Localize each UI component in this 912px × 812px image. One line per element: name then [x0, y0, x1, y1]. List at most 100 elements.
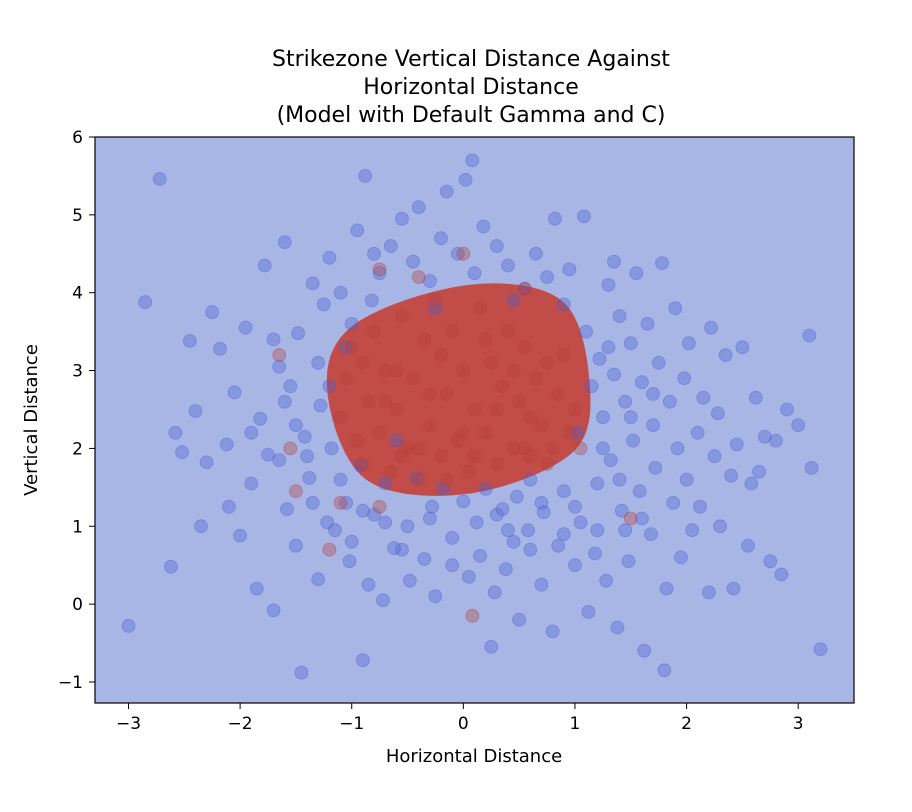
ball-point [618, 523, 633, 538]
ball-point [261, 447, 275, 462]
ball-point [425, 499, 440, 514]
strike-point [495, 379, 510, 394]
ball-point [693, 499, 707, 514]
ball-point [534, 495, 549, 510]
ball-point [461, 570, 476, 584]
ball-point [674, 550, 688, 565]
ball-point [378, 515, 393, 530]
ball-point [422, 511, 437, 526]
strike-point [417, 332, 432, 347]
y-tick-label: 2 [72, 439, 83, 459]
ball-point [458, 172, 473, 187]
strike-point [573, 441, 588, 456]
ball-point [372, 266, 387, 281]
strike-point [445, 324, 460, 339]
strike-point [339, 371, 354, 386]
ball-point [409, 471, 424, 485]
ball-point [288, 418, 303, 433]
ball-point [473, 549, 488, 563]
ball-point [253, 411, 268, 426]
strike-point [551, 386, 566, 401]
ball-point [484, 640, 499, 654]
ball-point [685, 523, 700, 538]
ball-point [283, 379, 298, 394]
ball-point [506, 293, 521, 308]
ball-point [456, 494, 471, 509]
ball-point [573, 515, 588, 530]
ball-point [350, 223, 365, 238]
ball-point [489, 239, 504, 253]
ball-point [367, 507, 381, 522]
ball-point [402, 573, 417, 588]
ball-point [774, 567, 789, 582]
ball-point [244, 425, 259, 440]
ball-point [339, 340, 354, 355]
ball-point [523, 542, 538, 557]
strike-point [400, 441, 415, 456]
ball-point [635, 375, 649, 390]
ball-point [729, 437, 744, 452]
ball-point [328, 523, 342, 538]
ball-point [506, 534, 521, 549]
ball-point [523, 472, 538, 487]
strike-point [372, 262, 387, 277]
strike-point [623, 511, 638, 526]
ball-point [612, 472, 627, 487]
ball-point [277, 235, 292, 250]
ball-point [476, 219, 491, 234]
strike-point [523, 410, 538, 425]
ball-point [601, 340, 616, 355]
ball-point [311, 355, 326, 370]
ball-point [763, 554, 778, 569]
strike-point [434, 348, 448, 362]
ball-point [741, 538, 755, 553]
strike-point [378, 363, 393, 378]
ball-point [601, 277, 616, 292]
ball-point [607, 254, 621, 269]
strike-point [529, 371, 543, 386]
ball-point [364, 293, 379, 308]
chart-title-line-1: Strikezone Vertical Distance Against [272, 47, 670, 72]
y-tick-label: 6 [72, 128, 83, 148]
ball-point [355, 653, 370, 668]
ball-point [378, 476, 393, 491]
ball-point [681, 336, 696, 351]
ball-point [272, 359, 287, 374]
ball-point [556, 527, 571, 541]
ball-point [436, 481, 451, 496]
ball-point [568, 499, 582, 514]
ball-point [297, 429, 312, 444]
strike-point [473, 301, 488, 316]
ball-point [603, 453, 618, 468]
strike-point [534, 418, 549, 433]
strike-point [512, 394, 526, 409]
strike-point [439, 386, 454, 401]
ball-point [489, 507, 504, 522]
ball-point [646, 418, 660, 433]
strike-point [434, 449, 448, 464]
y-tick-label: 5 [72, 206, 83, 226]
strike-point [501, 324, 515, 339]
y-tick-label: 1 [72, 517, 83, 537]
ball-point [540, 270, 554, 285]
ball-point [702, 585, 716, 600]
ball-point [163, 559, 178, 574]
ball-point [668, 301, 683, 316]
ball-point [383, 239, 398, 253]
ball-point [621, 554, 636, 569]
ball-point [577, 209, 591, 224]
strike-point [411, 472, 426, 487]
ball-point [802, 328, 817, 343]
ball-point [422, 274, 437, 288]
strike-point [556, 348, 571, 362]
ball-point [710, 406, 725, 421]
ball-point [411, 200, 426, 215]
ball-point [659, 581, 674, 596]
chart-title-line-2: Horizontal Distance [363, 75, 579, 100]
ball-point [501, 258, 515, 273]
strike-point [344, 340, 359, 355]
ball-point [400, 519, 415, 534]
ball-point [138, 295, 153, 310]
ball-point [813, 642, 828, 657]
strike-point [517, 281, 532, 296]
